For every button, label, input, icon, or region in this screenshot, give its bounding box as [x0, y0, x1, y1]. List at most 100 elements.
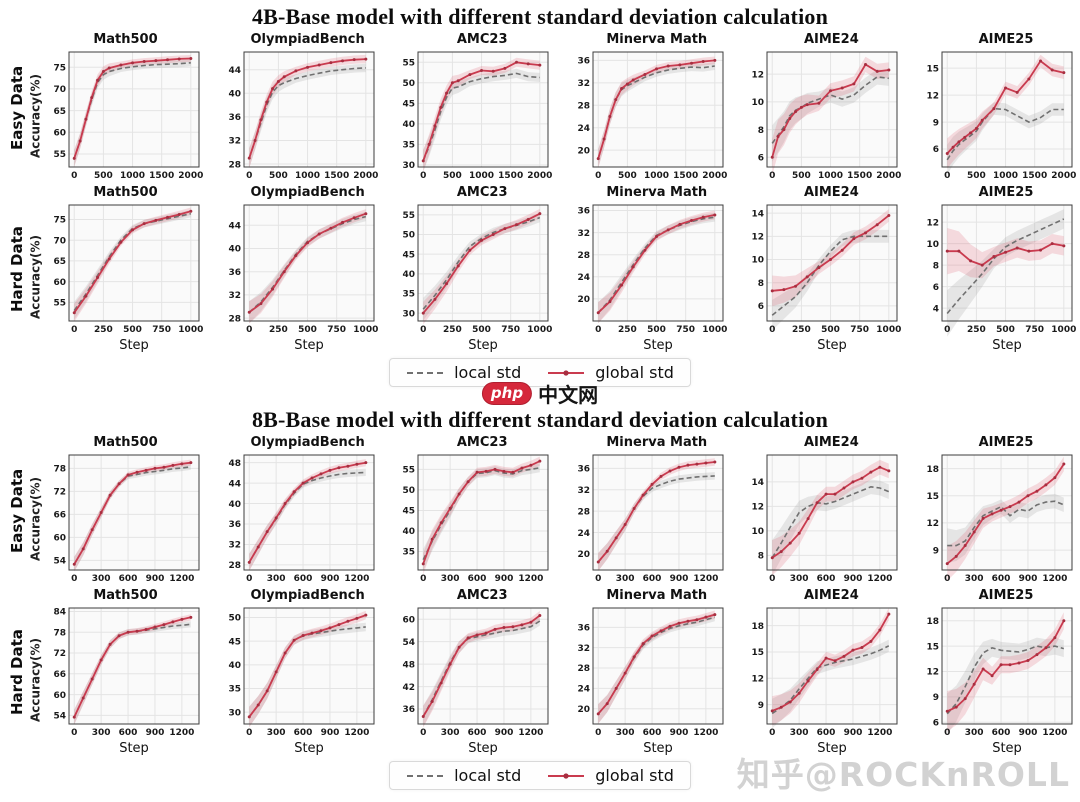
panel-title: OlympiadBench [250, 32, 365, 47]
svg-text:0: 0 [71, 728, 77, 738]
svg-text:500: 500 [967, 171, 986, 181]
panel-body: 9 12 15 18 0 300 600 900 1200 Step [741, 604, 901, 756]
panel-title: AIME25 [978, 185, 1034, 200]
panel-title: OlympiadBench [250, 435, 365, 450]
svg-text:32: 32 [577, 486, 590, 496]
svg-text:0: 0 [944, 171, 950, 181]
panel-body: Accuracy(%) 55 60 65 70 75 0 250 500 750 1000 Step [28, 201, 203, 353]
plot-svg: 8 10 12 14 0 300 600 900 1200 [752, 454, 898, 584]
svg-text:10: 10 [926, 240, 939, 250]
svg-text:35: 35 [228, 685, 241, 695]
svg-text:35: 35 [403, 290, 416, 300]
svg-text:30: 30 [228, 708, 241, 718]
panel-title: AIME25 [978, 435, 1034, 450]
svg-text:500: 500 [123, 325, 142, 335]
svg-text:18: 18 [752, 622, 765, 632]
svg-text:500: 500 [996, 325, 1015, 335]
panel-title: AMC23 [456, 435, 508, 450]
svg-text:28: 28 [228, 160, 241, 170]
svg-text:44: 44 [228, 222, 241, 232]
svg-text:1000: 1000 [1051, 325, 1076, 335]
svg-text:Step: Step [468, 741, 498, 756]
plot-svg: 4 6 8 10 12 0 250 500 750 1000 Step [926, 204, 1076, 353]
panel-title: Math500 [93, 185, 158, 200]
svg-text:Step: Step [643, 741, 673, 756]
svg-text:0: 0 [420, 171, 426, 181]
chart-row: Easy Data Math500 Accuracy(%) 54 60 66 72 78 0 30… [0, 435, 1080, 587]
panel-body: 20 24 28 32 36 0 250 500 750 1000 Step [567, 201, 727, 353]
svg-text:54: 54 [403, 638, 416, 648]
svg-text:0: 0 [246, 325, 252, 335]
svg-text:1200: 1200 [868, 574, 893, 584]
svg-text:10: 10 [752, 527, 765, 537]
svg-text:900: 900 [320, 728, 339, 738]
plot-svg: 9 12 15 18 0 300 600 900 1200 Step [752, 607, 898, 756]
svg-text:75: 75 [53, 63, 66, 73]
svg-text:500: 500 [792, 171, 811, 181]
row-label: Easy Data [8, 65, 26, 151]
y-axis-label: Accuracy(%) [28, 638, 43, 722]
svg-text:0: 0 [944, 325, 950, 335]
svg-text:Step: Step [468, 338, 498, 353]
chart-panel: AIME25 6 9 12 15 18 0 300 600 900 1200 Step [916, 588, 1076, 756]
svg-text:250: 250 [792, 325, 811, 335]
chart-panel: OlympiadBench 28 32 36 40 44 0 250 500 750 1000 Ste… [218, 185, 378, 353]
group-title-4b: 4B-Base model with different standard de… [251, 4, 829, 29]
svg-text:Step: Step [818, 741, 848, 756]
svg-text:0: 0 [944, 728, 950, 738]
svg-text:78: 78 [53, 628, 66, 638]
chart-panel: AMC23 30 35 40 45 50 55 0 500 1000 1500 2000 [392, 32, 553, 184]
svg-text:1500: 1500 [848, 171, 873, 181]
svg-text:32: 32 [577, 229, 590, 239]
svg-text:36: 36 [577, 207, 590, 217]
svg-text:18: 18 [926, 617, 939, 627]
chart-panel: Minerva Math 20 24 28 32 36 0 300 600 900 1200 [567, 435, 727, 587]
panel-body: 30 35 40 45 50 0 300 600 900 1200 Step [218, 604, 378, 756]
panel-body: 20 24 28 32 36 0 300 600 900 1200 Step [567, 604, 727, 756]
svg-text:15: 15 [926, 492, 939, 502]
svg-text:250: 250 [618, 325, 637, 335]
panel-body: 20 24 28 32 36 0 500 1000 1500 2000 [567, 48, 727, 184]
svg-text:15: 15 [926, 642, 939, 652]
svg-text:75: 75 [53, 216, 66, 226]
chart-grid-4b: Easy Data Math500 Accuracy(%) 55 60 65 70 75 0 50… [0, 32, 1080, 353]
svg-text:0: 0 [420, 325, 426, 335]
chart-panel: AMC23 35 40 45 50 55 0 300 600 900 1200 [392, 435, 552, 587]
svg-text:12: 12 [752, 503, 765, 513]
plot-svg: 55 60 65 70 75 0 500 1000 1500 2000 [53, 51, 203, 181]
svg-text:50: 50 [403, 79, 416, 89]
svg-text:1000: 1000 [295, 171, 320, 181]
svg-text:300: 300 [92, 728, 111, 738]
svg-text:84: 84 [53, 608, 66, 618]
svg-text:60: 60 [403, 615, 416, 625]
chart-panel: Math500 Accuracy(%) 55 60 65 70 75 0 500 1000 1500… [28, 32, 204, 184]
svg-text:45: 45 [403, 507, 416, 517]
svg-text:24: 24 [577, 124, 590, 134]
plot-svg: 20 24 28 32 36 0 500 1000 1500 2000 [577, 51, 727, 181]
chart-panel: AIME24 6 8 10 12 14 0 250 500 750 1000 Step [741, 185, 902, 353]
svg-text:300: 300 [790, 574, 809, 584]
chart-panel: Math500 Accuracy(%) 54 60 66 72 78 84 0 300 600 900… [28, 588, 203, 756]
svg-text:0: 0 [71, 574, 77, 584]
svg-text:36: 36 [228, 268, 241, 278]
svg-text:1200: 1200 [868, 728, 893, 738]
panel-title: OlympiadBench [250, 588, 365, 603]
svg-text:1000: 1000 [644, 171, 669, 181]
svg-text:12: 12 [752, 675, 765, 685]
panel-title: Math500 [93, 32, 158, 47]
local-std-line-sample [406, 766, 444, 785]
svg-text:2000: 2000 [178, 171, 203, 181]
svg-text:900: 900 [669, 574, 688, 584]
svg-text:750: 750 [851, 325, 870, 335]
panel-body: 28 32 36 40 44 48 0 300 600 900 1200 [218, 451, 378, 587]
svg-text:60: 60 [53, 128, 66, 138]
chart-panel: AMC23 30 35 40 45 50 55 0 250 500 750 1000 Step [392, 185, 553, 353]
svg-text:1000: 1000 [469, 171, 494, 181]
svg-text:1500: 1500 [324, 171, 349, 181]
chart-panel: OlympiadBench 28 32 36 40 44 0 500 1000 1500 2000 [218, 32, 378, 184]
svg-text:2000: 2000 [353, 171, 378, 181]
panel-body: 4 6 8 10 12 0 250 500 750 1000 Step [916, 201, 1076, 353]
svg-text:600: 600 [293, 574, 312, 584]
